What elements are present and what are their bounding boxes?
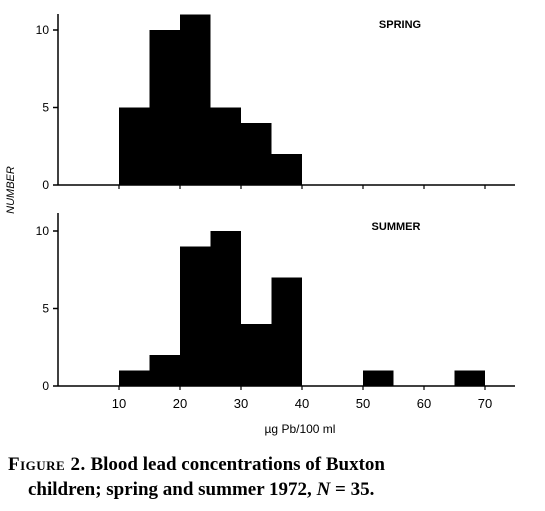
summer-x-tick-label: 60 (417, 396, 431, 411)
spring-panel-title: SPRING (379, 19, 421, 31)
caption-n-value: = 35. (335, 479, 375, 500)
spring-bar (210, 107, 241, 185)
summer-x-tick-label: 50 (356, 396, 370, 411)
summer-histogram: 0 5 10 SUMMER 10 20 30 40 50 60 70 (36, 213, 515, 411)
spring-y-tick-label: 0 (42, 178, 49, 192)
summer-bar (241, 324, 272, 386)
figure-histograms: 0 5 10 SPRING 0 5 10 SUMMER 10 20 30 40 50 60 70 NUMB… (5, 14, 515, 436)
summer-x-tick-label: 20 (173, 396, 187, 411)
summer-bar (149, 355, 180, 386)
summer-x-tick-label: 10 (112, 396, 126, 411)
summer-bar (271, 277, 302, 386)
summer-x-tick-label: 30 (234, 396, 248, 411)
caption-figure-label: Figure 2. (8, 454, 86, 475)
summer-x-tick-label: 40 (295, 396, 309, 411)
caption-line-2: children; spring and summer 1972, N = 35… (0, 477, 545, 502)
summer-bar (210, 231, 241, 386)
summer-y-tick-label: 0 (42, 379, 49, 393)
summer-y-tick-label: 10 (36, 224, 50, 238)
summer-bar (180, 246, 211, 386)
summer-y-tick-label: 5 (42, 302, 49, 316)
spring-y-tick-label: 10 (36, 23, 50, 37)
spring-bar (119, 107, 150, 185)
y-axis-label: NUMBER (5, 166, 17, 214)
summer-x-tick-label: 70 (478, 396, 492, 411)
caption-text-2: children; spring and summer 1972, (28, 479, 312, 500)
summer-panel-title: SUMMER (372, 221, 421, 233)
summer-bar (119, 370, 150, 386)
spring-bar (180, 14, 211, 185)
spring-bar (149, 30, 180, 185)
caption-n-variable: N (316, 479, 331, 500)
spring-y-tick-label: 5 (42, 101, 49, 115)
caption-text-1: Blood lead concentrations of Buxton (90, 454, 386, 475)
summer-bar (363, 370, 394, 386)
figure-caption: Figure 2. Blood lead concentrations of B… (0, 452, 545, 502)
x-axis-label: µg Pb/100 ml (265, 422, 336, 436)
spring-bar (241, 123, 272, 185)
caption-line-1: Figure 2. Blood lead concentrations of B… (0, 452, 545, 477)
spring-bar (271, 154, 302, 185)
spring-histogram: 0 5 10 SPRING (36, 14, 515, 192)
summer-bar (454, 370, 485, 386)
